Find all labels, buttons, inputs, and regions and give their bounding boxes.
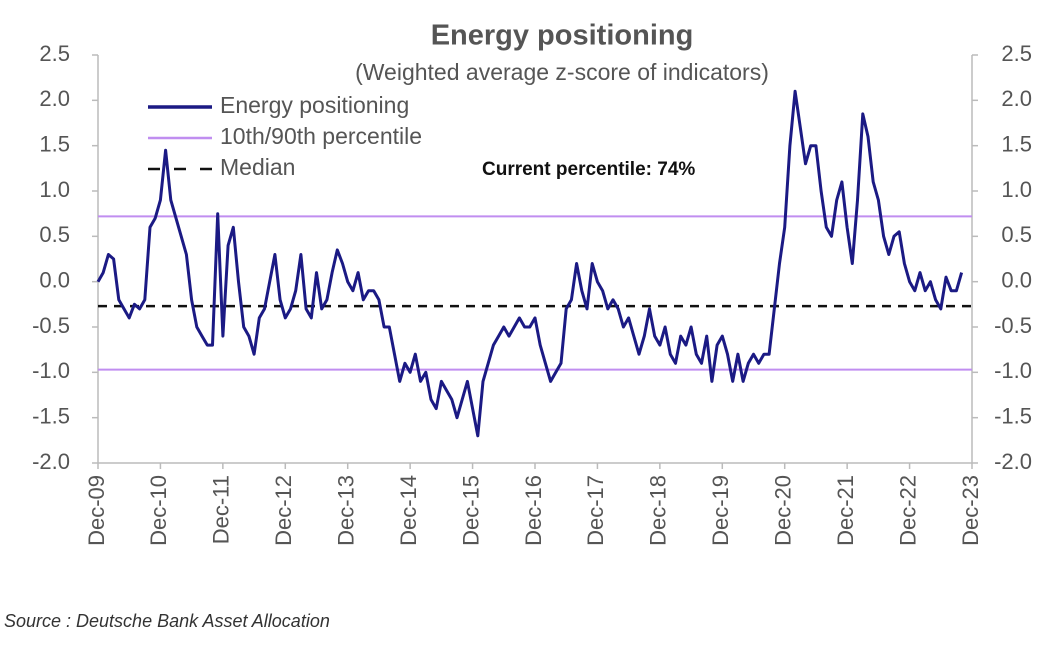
- legend-label: Median: [220, 154, 295, 180]
- x-tick-label: Dec-23: [958, 475, 983, 546]
- x-tick-label: Dec-22: [895, 475, 920, 546]
- chart-title: Energy positioning: [431, 20, 694, 52]
- x-tick-label: Dec-17: [583, 475, 608, 546]
- x-tick-label: Dec-21: [833, 475, 858, 546]
- x-tick-label: Dec-09: [84, 475, 109, 546]
- annotation: Current percentile: 74%: [482, 159, 695, 180]
- x-tick-label: Dec-14: [396, 475, 421, 546]
- x-tick-label: Dec-19: [708, 475, 733, 546]
- x-tick-label: Dec-16: [521, 475, 546, 546]
- y2-tick-label: 1.5: [1001, 131, 1032, 156]
- y-tick-label: 2.0: [39, 86, 70, 111]
- y-tick-label: 1.5: [39, 131, 70, 156]
- y2-tick-label: 0.0: [1001, 267, 1032, 292]
- y-tick-label: -1.5: [32, 403, 70, 428]
- x-tick-label: Dec-12: [271, 475, 296, 546]
- x-tick-label: Dec-11: [209, 475, 234, 544]
- y2-tick-label: -1.0: [994, 358, 1032, 383]
- y2-tick-label: -1.5: [994, 403, 1032, 428]
- y-tick-label: 2.5: [39, 41, 70, 66]
- y2-tick-label: -2.0: [994, 449, 1032, 474]
- y-tick-label: 1.0: [39, 177, 70, 202]
- y2-tick-label: 0.5: [1001, 222, 1032, 247]
- x-tick-label: Dec-18: [646, 475, 671, 546]
- x-tick-label: Dec-15: [458, 475, 483, 546]
- y2-tick-label: 2.0: [1001, 86, 1032, 111]
- y2-tick-label: 1.0: [1001, 177, 1032, 202]
- y2-tick-label: 2.5: [1001, 41, 1032, 66]
- legend-label: Energy positioning: [220, 92, 409, 118]
- y-tick-label: -0.5: [32, 313, 70, 338]
- source-note: Source : Deutsche Bank Asset Allocation: [4, 611, 330, 631]
- legend-label: 10th/90th percentile: [220, 123, 422, 149]
- x-tick-label: Dec-10: [146, 475, 171, 546]
- chart-subtitle: (Weighted average z-score of indicators): [355, 59, 769, 85]
- series-line: [96, 89, 964, 438]
- y-tick-label: 0.5: [39, 222, 70, 247]
- y2-tick-label: -0.5: [994, 313, 1032, 338]
- y-tick-label: -2.0: [32, 449, 70, 474]
- x-tick-label: Dec-13: [334, 475, 359, 546]
- y-tick-label: -1.0: [32, 358, 70, 383]
- x-tick-label: Dec-20: [771, 475, 796, 546]
- y-tick-label: 0.0: [39, 267, 70, 292]
